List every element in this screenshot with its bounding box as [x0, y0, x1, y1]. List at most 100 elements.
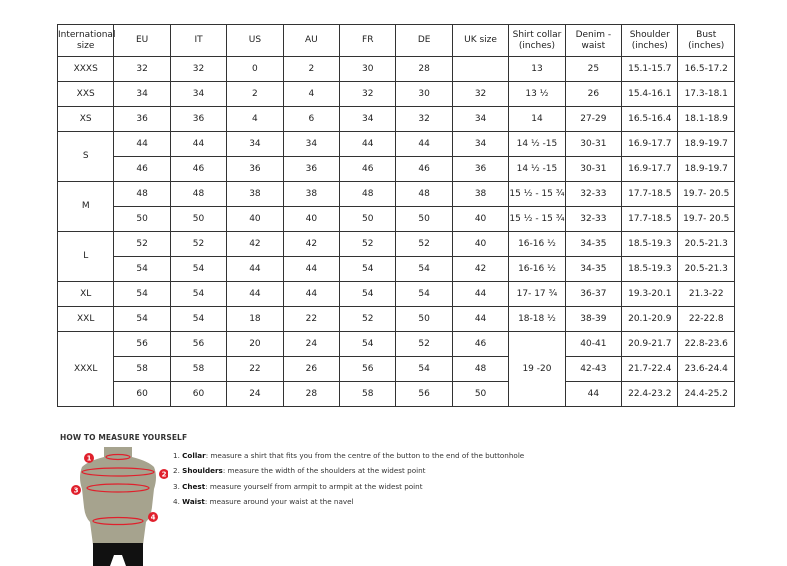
table-cell: 34 — [169, 81, 228, 107]
table-cell: 56 — [395, 381, 453, 407]
table-cell: 18.5-19.3 — [621, 231, 679, 257]
table-cell: 14 — [508, 106, 566, 132]
table-cell: 44 — [169, 131, 228, 157]
table-cell: 46 — [113, 156, 171, 182]
table-cell: 22 — [226, 356, 284, 382]
table-cell: 48 — [113, 181, 171, 207]
marker-4: 4 — [151, 514, 156, 522]
table-cell: 13 — [508, 56, 566, 82]
column-header: EU — [113, 24, 171, 57]
table-cell: 36 — [169, 106, 228, 132]
marker-3: 3 — [74, 487, 79, 495]
column-header: DE — [395, 24, 453, 57]
table-row: 58 58 22 26 56 54 48 42-43 21.7-22.4 23.6-24.4 — [58, 356, 735, 382]
table-cell: 21.7-22.4 — [621, 356, 679, 382]
table-cell: 52 — [395, 231, 453, 257]
table-cell: 42 — [451, 256, 510, 282]
table-cell: 18 — [226, 306, 284, 332]
table-cell: 42 — [282, 231, 341, 257]
table-cell: 40-41 — [564, 331, 623, 357]
table-cell: 30 — [395, 81, 453, 107]
size-chart-table: International size EU IT US AU FR DE UK size Shi… — [56, 24, 735, 407]
table-cell: 60 — [113, 381, 171, 407]
column-header: Denim - waist — [564, 24, 623, 57]
table-cell: 17- 17 ¾ — [508, 281, 566, 307]
table-cell: 50 — [395, 206, 453, 232]
column-header: International size — [56, 24, 115, 57]
table-cell: 44 — [451, 281, 510, 307]
international-size-cell: XL — [56, 281, 115, 307]
international-size-cell: XXXS — [56, 56, 115, 82]
column-header: FR — [339, 24, 397, 57]
table-cell: 32 — [339, 81, 397, 107]
table-cell: 50 — [339, 206, 397, 232]
table-cell: 58 — [113, 356, 171, 382]
table-cell: 32 — [451, 81, 510, 107]
table-row: XXXS 32 32 0 2 30 28 13 25 15.1-15.7 16.5-17.2 — [56, 56, 735, 82]
table-cell: 34-35 — [564, 231, 623, 257]
table-cell: 50 — [451, 381, 510, 407]
table-cell: 6 — [282, 106, 341, 132]
marker-1: 1 — [87, 455, 92, 463]
table-cell: 17.3-18.1 — [677, 81, 735, 107]
table-cell: 54 — [113, 306, 171, 332]
table-cell: 19.3-20.1 — [621, 281, 679, 307]
international-size-cell: XXS — [56, 81, 115, 107]
table-cell: 15.4-16.1 — [621, 81, 679, 107]
table-cell: 2 — [226, 81, 284, 107]
marker-2-icon — [159, 469, 168, 479]
table-cell: 22-22.8 — [677, 306, 735, 332]
table-cell: 34-35 — [564, 256, 623, 282]
column-header: UK size — [451, 24, 510, 57]
table-cell: 44 — [451, 306, 510, 332]
table-row: XS 36 36 4 6 34 32 34 14 27-29 16.5-16.4 18.1-18.9 — [56, 106, 735, 132]
table-cell: 38 — [282, 181, 341, 207]
table-cell: 25 — [564, 56, 623, 82]
column-header: Shirt collar (inches) — [508, 24, 566, 57]
table-cell: 54 — [113, 256, 171, 282]
table-cell: 30 — [339, 56, 397, 82]
table-cell: 54 — [113, 281, 171, 307]
table-cell: 17.7-18.5 — [621, 181, 679, 207]
shorts-shape — [93, 543, 143, 566]
step-shoulders: 2. Shoulders: measure the width of the s… — [173, 466, 426, 476]
table-cell: 58 — [169, 356, 228, 382]
table-cell: 54 — [395, 356, 453, 382]
table-cell: 44 — [564, 381, 623, 407]
table-cell: 14 ½ -15 — [508, 156, 566, 182]
step-chest: 3. Chest: measure yourself from armpit t… — [173, 481, 423, 491]
table-cell: 44 — [282, 256, 341, 282]
table-cell: 42-43 — [564, 356, 623, 382]
table-cell: 54 — [395, 256, 453, 282]
table-row: XXXL 56 56 20 24 54 52 46 19 -20 40-41 20.9-21.7 22… — [56, 331, 735, 407]
table-cell: 36 — [226, 156, 284, 182]
table-cell: 15 ½ - 15 ¾ — [508, 181, 566, 207]
table-row: 54 54 44 44 54 54 42 16-16 ½ 34-35 18.5-19.3 20.5-… — [58, 256, 735, 282]
table-cell: 32-33 — [564, 206, 623, 232]
measure-steps: 1. Collar: measure a shirt that fits you… — [173, 451, 524, 512]
table-cell: 48 — [451, 356, 510, 382]
table-cell: 24 — [282, 331, 341, 357]
table-cell: 14 ½ -15 — [508, 131, 566, 157]
table-cell: 20 — [226, 331, 284, 357]
table-cell: 20.1-20.9 — [621, 306, 679, 332]
table-cell: 13 ½ — [508, 81, 566, 107]
table-row: S 44 44 34 34 44 44 34 14 ½ -15 30-31 16.9-17.7 18.… — [56, 131, 735, 182]
table-row: M 48 48 38 38 48 48 38 15 ½ - 15 ¾ 32-33 17.7-18.5… — [56, 181, 735, 232]
table-cell: 44 — [395, 131, 453, 157]
table-cell: 44 — [226, 256, 284, 282]
table-row: L 52 52 42 42 52 52 40 16-16 ½ 34-35 18.5-19.3 20.5… — [56, 231, 735, 282]
table-cell: 16-16 ½ — [508, 256, 566, 282]
torso-shape — [80, 447, 156, 545]
table-cell: 52 — [395, 331, 453, 357]
table-cell: 28 — [282, 381, 341, 407]
table-cell: 52 — [169, 231, 228, 257]
table-cell: 18-18 ½ — [508, 306, 566, 332]
table-cell: 26 — [564, 81, 623, 107]
international-size-cell: XXXL — [56, 331, 115, 407]
table-cell: 15.1-15.7 — [621, 56, 679, 82]
table-row: 46 46 36 36 46 46 36 14 ½ -15 30-31 16.9-17.7 18.9… — [58, 156, 735, 182]
table-cell: 24 — [226, 381, 284, 407]
table-cell: 36-37 — [564, 281, 623, 307]
table-cell: 26 — [282, 356, 341, 382]
